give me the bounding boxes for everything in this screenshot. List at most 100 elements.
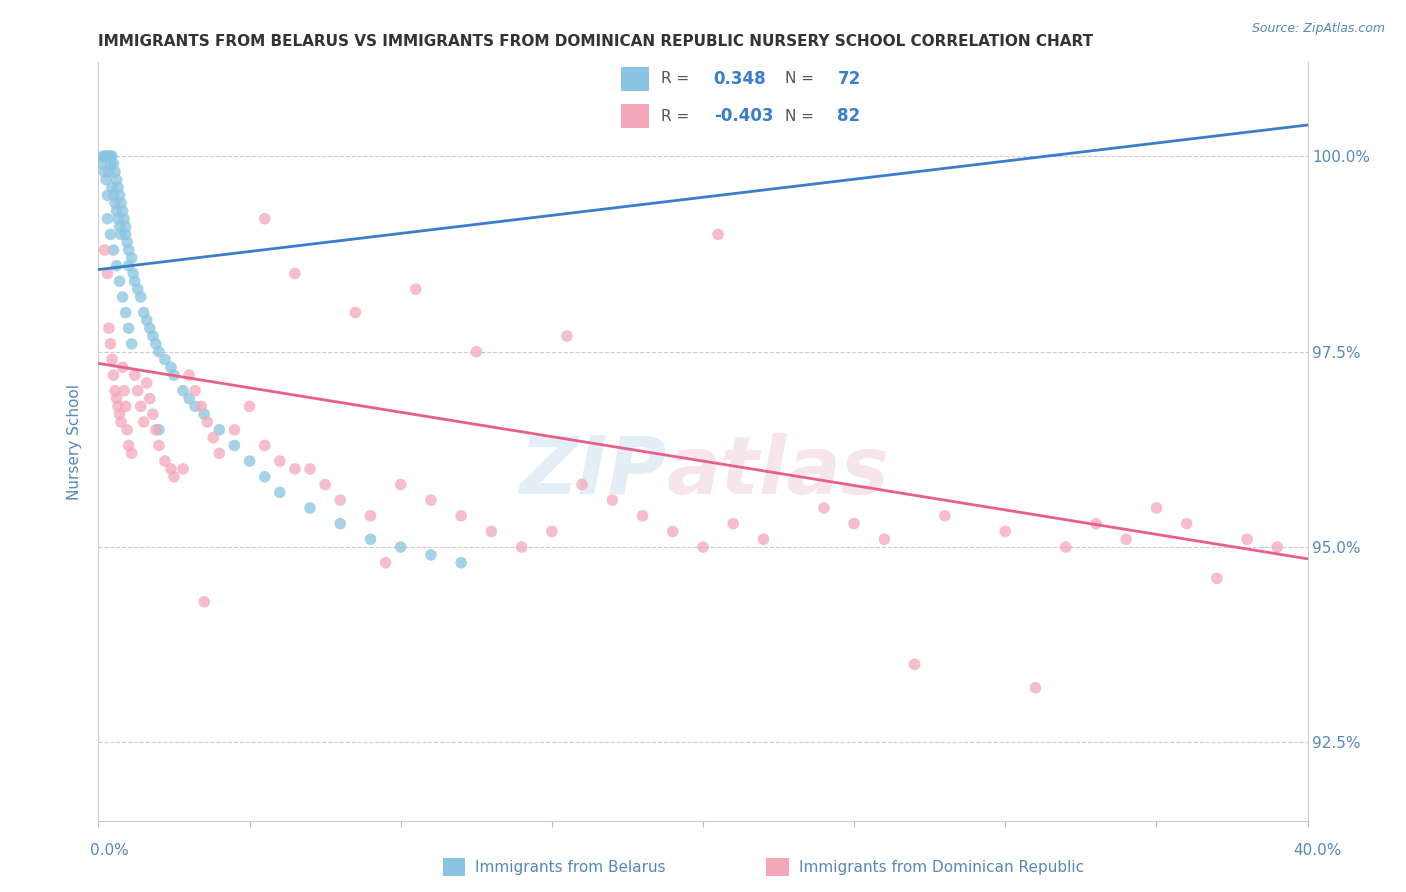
Point <box>100 227 122 242</box>
Point <box>707 227 730 242</box>
Point <box>208 446 231 460</box>
Point <box>145 423 167 437</box>
Point <box>129 290 152 304</box>
Point <box>108 188 131 202</box>
Point <box>104 384 127 398</box>
Point <box>105 259 128 273</box>
Point <box>115 423 138 437</box>
Point <box>239 400 262 414</box>
Point <box>1236 533 1258 547</box>
Point <box>873 533 896 547</box>
Point <box>135 313 157 327</box>
Point <box>96 211 118 226</box>
Point <box>184 384 207 398</box>
Point <box>450 556 472 570</box>
Point <box>208 423 231 437</box>
Point <box>571 477 593 491</box>
Point <box>450 508 472 523</box>
Point <box>107 211 129 226</box>
Point <box>127 282 149 296</box>
Point <box>96 188 118 202</box>
Point <box>1267 540 1289 554</box>
Point <box>112 384 135 398</box>
Point <box>100 336 122 351</box>
Point <box>269 454 291 468</box>
Point <box>344 305 367 319</box>
Point <box>118 259 141 273</box>
Point <box>253 469 276 483</box>
Point <box>904 657 927 672</box>
Text: 72: 72 <box>838 70 860 88</box>
Point <box>129 400 152 414</box>
Point <box>103 188 125 202</box>
Text: 40.0%: 40.0% <box>1294 843 1341 858</box>
Point <box>105 172 128 186</box>
Point <box>1054 540 1077 554</box>
Point <box>172 384 194 398</box>
Point <box>110 227 132 242</box>
Point <box>160 462 183 476</box>
Point <box>360 508 382 523</box>
Point <box>661 524 683 539</box>
Point <box>269 485 291 500</box>
Point <box>934 508 956 523</box>
Text: N =: N = <box>785 109 814 124</box>
Text: ZIP: ZIP <box>519 433 666 511</box>
Point <box>114 219 136 234</box>
Point <box>405 282 427 296</box>
Point <box>105 203 128 218</box>
Point <box>93 149 115 163</box>
Point <box>160 360 183 375</box>
Point <box>360 533 382 547</box>
Text: 0.348: 0.348 <box>714 70 766 88</box>
Point <box>118 438 141 452</box>
Point <box>114 305 136 319</box>
Point <box>284 267 307 281</box>
Point <box>108 219 131 234</box>
Point <box>148 344 170 359</box>
Point <box>299 462 322 476</box>
Point <box>110 196 132 211</box>
Point <box>94 172 117 186</box>
Text: atlas: atlas <box>666 433 890 511</box>
Text: IMMIGRANTS FROM BELARUS VS IMMIGRANTS FROM DOMINICAN REPUBLIC NURSERY SCHOOL COR: IMMIGRANTS FROM BELARUS VS IMMIGRANTS FR… <box>98 34 1094 49</box>
Point <box>692 540 714 554</box>
Point <box>153 352 176 367</box>
Text: Immigrants from Belarus: Immigrants from Belarus <box>475 860 666 874</box>
Point <box>723 516 745 531</box>
Point <box>813 500 835 515</box>
Point <box>602 493 624 508</box>
Point <box>202 431 225 445</box>
Text: R =: R = <box>661 109 689 124</box>
Point <box>118 243 141 257</box>
Point <box>224 438 246 452</box>
Point <box>1146 500 1168 515</box>
Point <box>98 321 121 335</box>
Point <box>540 524 562 539</box>
Point <box>190 400 212 414</box>
Point <box>481 524 503 539</box>
Point <box>104 165 127 179</box>
Point <box>844 516 866 531</box>
Point <box>101 352 124 367</box>
Point <box>124 368 146 383</box>
Point <box>93 165 115 179</box>
Point <box>132 305 155 319</box>
Point <box>111 290 134 304</box>
Point <box>101 149 124 163</box>
Point <box>299 500 322 515</box>
Point <box>193 407 215 421</box>
Point <box>1024 681 1046 695</box>
Point <box>121 446 143 460</box>
Point <box>103 157 125 171</box>
Point <box>135 376 157 390</box>
Point <box>1175 516 1198 531</box>
Bar <box>621 67 648 91</box>
Text: 82: 82 <box>838 107 860 125</box>
Point <box>284 462 307 476</box>
Point <box>121 251 143 265</box>
Point <box>239 454 262 468</box>
Point <box>329 516 352 531</box>
Point <box>752 533 775 547</box>
Point <box>121 336 143 351</box>
